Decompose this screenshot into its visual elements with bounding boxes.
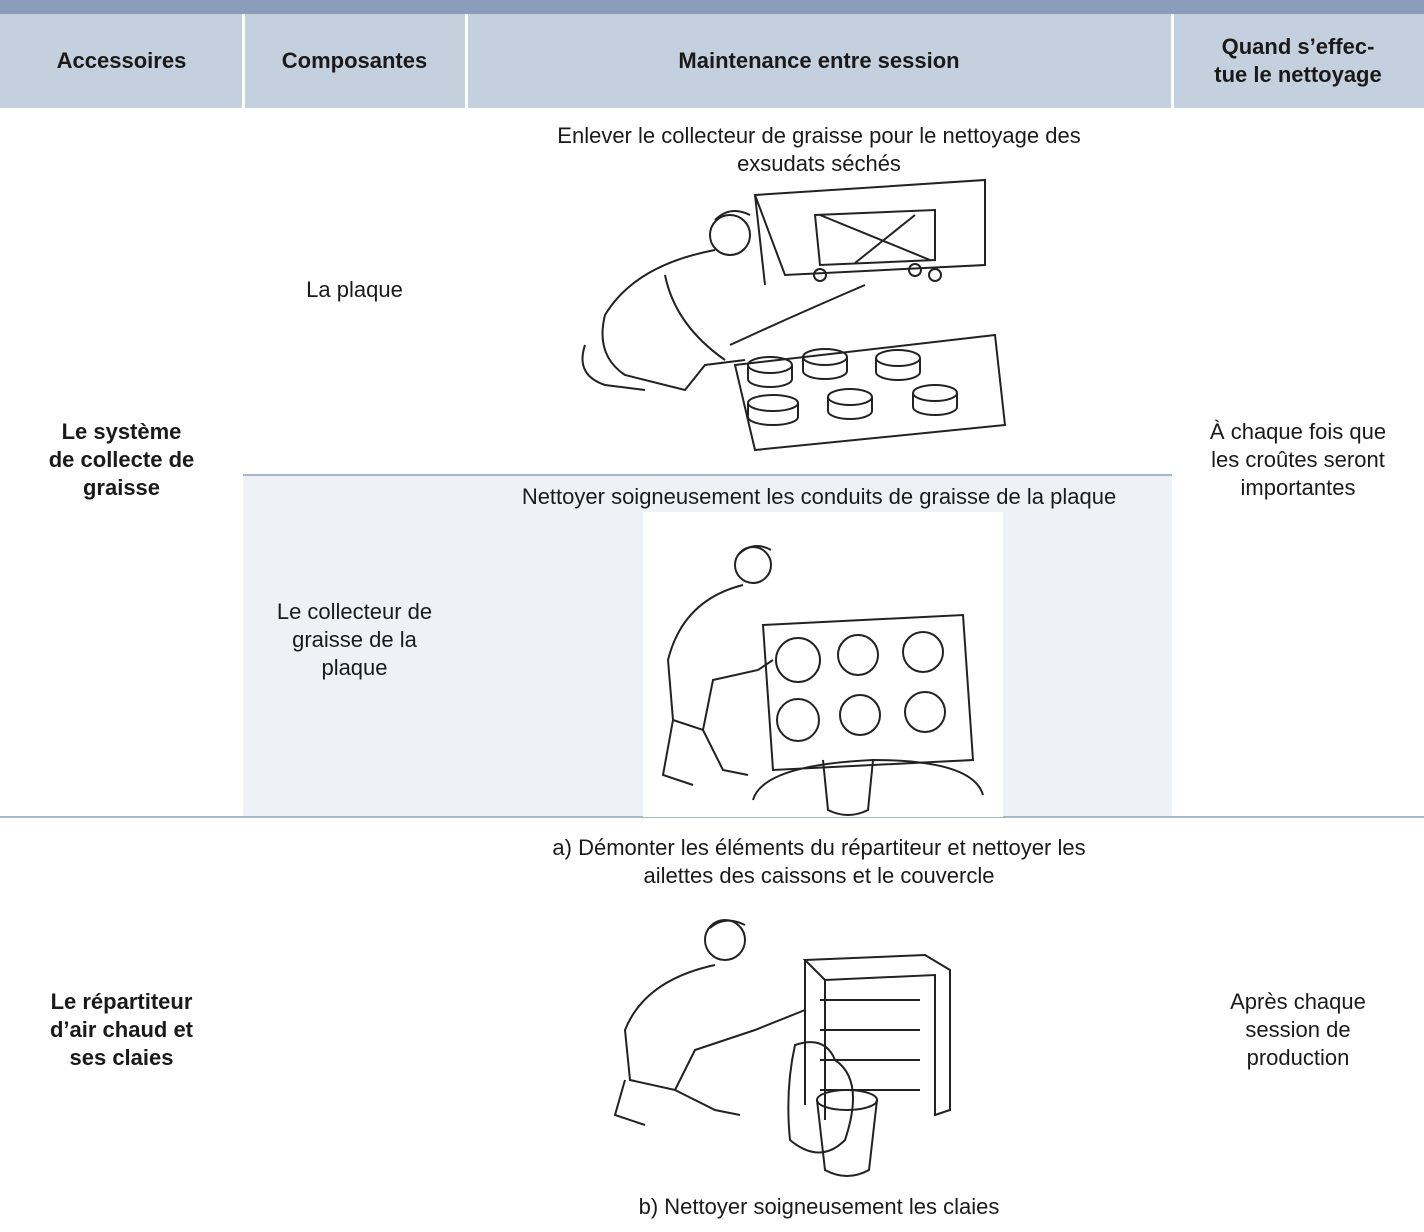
row-separator <box>0 816 1424 818</box>
divider <box>465 14 468 108</box>
text-line: tue le nettoyage <box>1214 62 1382 87</box>
text-line: les croûtes seront <box>1211 447 1385 472</box>
row-separator <box>243 474 1172 476</box>
illustration <box>661 545 984 816</box>
text-block: Le système de collecte de graisse <box>0 400 243 520</box>
text-line: exsudats séchés <box>737 151 901 176</box>
text-line: de collecte de <box>48 447 195 472</box>
text-line: graisse <box>82 475 161 500</box>
text-block: Nettoyer soigneusement les conduits de g… <box>466 480 1172 514</box>
text-line: importantes <box>1240 475 1356 500</box>
text-block: a) Démonter les éléments du répartiteur … <box>466 832 1172 892</box>
text-line: À chaque fois que <box>1209 419 1387 444</box>
text-block: Le répartiteur d’air chaud et ses claies <box>0 970 243 1090</box>
text-line: Le collecteur de <box>276 599 433 624</box>
text-line: Le système <box>61 419 182 444</box>
text-line: production <box>1246 1045 1350 1070</box>
text-line: session de <box>1245 1017 1351 1042</box>
text-block: Enlever le collecteur de graisse pour le… <box>466 120 1172 180</box>
divider <box>242 14 245 108</box>
text-line: b) Nettoyer soigneusement les claies <box>638 1194 1000 1219</box>
text-line: Après chaque <box>1230 989 1366 1014</box>
text-line: Composantes <box>281 48 428 73</box>
text-line: graisse de la <box>292 627 417 652</box>
text-block: La plaque <box>243 260 466 320</box>
text-block: Après chaque session de production <box>1172 970 1424 1090</box>
text-line: Quand s’effec- <box>1221 34 1375 59</box>
header-band <box>0 14 1424 108</box>
text-block: Quand s’effec-tue le nettoyage <box>1172 14 1424 108</box>
text-line: La plaque <box>306 277 403 302</box>
text-line: a) Démonter les éléments du répartiteur … <box>552 835 1086 860</box>
text-block: Maintenance entre session <box>466 14 1172 108</box>
text-block: Le collecteur de graisse de la plaque <box>243 590 466 690</box>
text-line: ses claies <box>69 1045 174 1070</box>
text-line: Nettoyer soigneusement les conduits de g… <box>521 484 1117 509</box>
divider <box>1171 14 1174 108</box>
text-line: d’air chaud et <box>49 1017 194 1042</box>
text-line: Maintenance entre session <box>678 48 960 73</box>
text-line: plaque <box>321 655 388 680</box>
top-band <box>0 0 1424 14</box>
text-line: Enlever le collecteur de graisse pour le… <box>557 123 1081 148</box>
text-block: À chaque fois que les croûtes seront impor… <box>1172 400 1424 520</box>
text-block: Accessoires <box>0 14 243 108</box>
text-line: Accessoires <box>56 48 187 73</box>
illustration <box>613 919 951 1177</box>
text-block: Composantes <box>243 14 466 108</box>
text-line: ailettes des caissons et le couvercle <box>643 863 995 888</box>
text-block: b) Nettoyer soigneusement les claies <box>466 1190 1172 1224</box>
text-line: Le répartiteur <box>50 989 193 1014</box>
illustration <box>581 178 1007 452</box>
